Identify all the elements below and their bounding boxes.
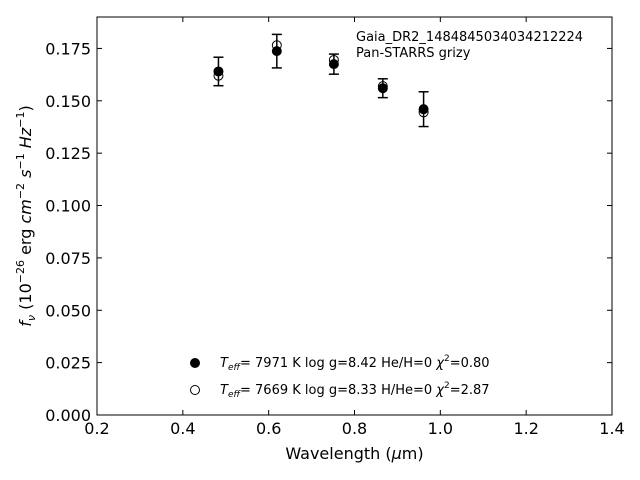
annotation-object-id: Gaia_DR2_1484845034034212224	[356, 30, 583, 45]
observed-point	[377, 83, 388, 94]
x-axis-label: Wavelength (μm)	[285, 444, 423, 463]
legend-label-series-2: Teff= 7669 K log g=8.33 H/He=0 χ2=2.87	[220, 381, 490, 400]
plot-area	[213, 33, 429, 128]
y-tick-label: 0.175	[45, 39, 91, 58]
observed-point	[328, 59, 339, 70]
axis-ticks: 0.2 0.4 0.6 0.8 1.0 1.2 1.4 0.000 0.025 0.050 0.07…	[45, 17, 625, 438]
x-tick-label: 0.6	[256, 419, 281, 438]
observed-point	[213, 66, 224, 77]
y-tick-label: 0.100	[45, 197, 91, 216]
y-tick-label: 0.000	[45, 406, 91, 425]
x-tick-label: 1.4	[599, 419, 624, 438]
x-tick-label: 0.8	[342, 419, 367, 438]
y-tick-label: 0.025	[45, 354, 91, 373]
y-tick-label: 0.150	[45, 92, 91, 111]
x-tick-label: 0.4	[170, 419, 195, 438]
y-axis-label: fν (10−26 erg cm−2 s−1 Hz−1)	[14, 105, 38, 326]
legend-marker-open	[190, 385, 200, 395]
y-tick-label: 0.050	[45, 301, 91, 320]
annotation-survey: Pan-STARRS grizy	[356, 46, 471, 61]
x-tick-label: 1.2	[513, 419, 538, 438]
legend-marker-filled	[190, 358, 200, 368]
observed-point	[418, 104, 429, 115]
y-tick-label: 0.125	[45, 144, 91, 163]
legend: Teff= 7971 K log g=8.42 He/H=0 χ2=0.80 T…	[190, 354, 490, 400]
x-tick-label: 1.0	[428, 419, 453, 438]
y-tick-label: 0.075	[45, 249, 91, 268]
x-tick-label: 0.2	[84, 419, 109, 438]
observed-point	[271, 46, 282, 57]
legend-label-series-1: Teff= 7971 K log g=8.42 He/H=0 χ2=0.80	[220, 354, 490, 373]
